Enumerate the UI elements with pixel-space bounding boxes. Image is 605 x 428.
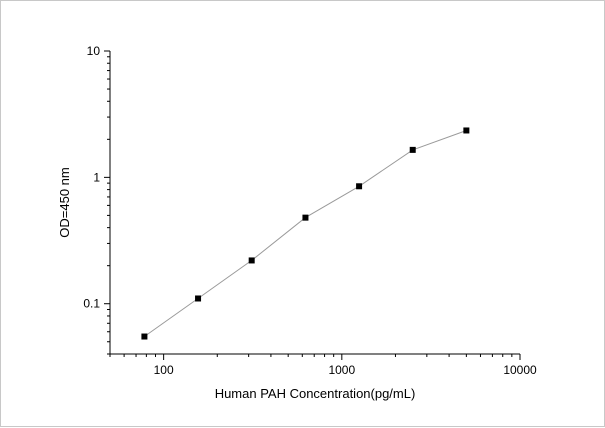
data-point bbox=[463, 127, 470, 134]
series-line bbox=[144, 130, 467, 337]
data-point bbox=[195, 295, 202, 302]
series-layer bbox=[141, 127, 470, 340]
y-axis-label: OD=450 nm bbox=[57, 167, 72, 237]
x-tick-label: 1000 bbox=[328, 363, 355, 377]
x-tick-label: 10000 bbox=[503, 363, 537, 377]
data-point bbox=[409, 146, 416, 153]
y-tick-label: 0.1 bbox=[83, 297, 100, 311]
data-point bbox=[356, 183, 363, 190]
data-point bbox=[248, 257, 255, 264]
x-axis-label: Human PAH Concentration(pg/mL) bbox=[215, 386, 416, 401]
x-tick-label: 100 bbox=[154, 363, 174, 377]
data-point bbox=[302, 214, 309, 221]
data-point bbox=[141, 333, 148, 340]
axes: 100 1000 10000 0.1 1 10 bbox=[83, 44, 537, 377]
y-tick-label: 10 bbox=[87, 44, 101, 58]
y-tick-label: 1 bbox=[93, 170, 100, 184]
